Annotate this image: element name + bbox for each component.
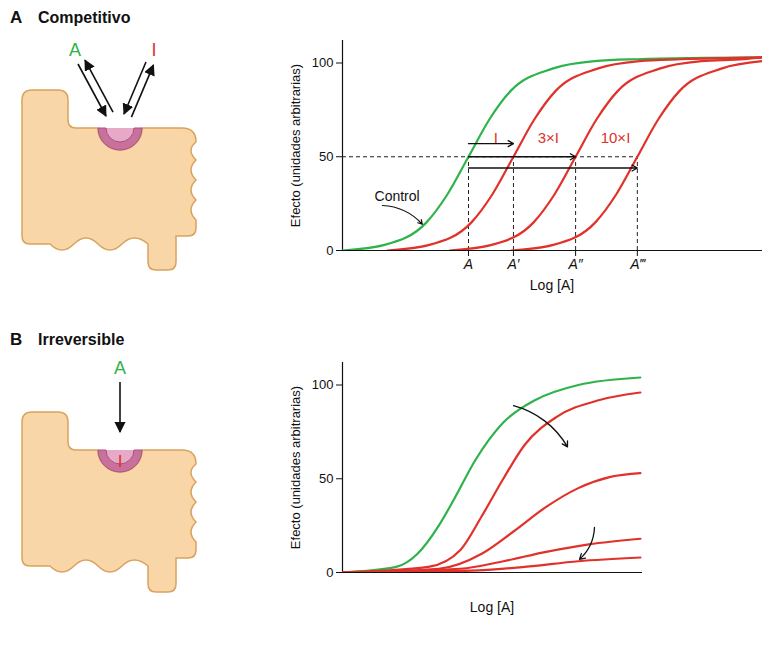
svg-text:A″: A″	[567, 256, 583, 272]
svg-text:0: 0	[326, 243, 333, 258]
svg-text:A: A	[463, 256, 473, 272]
svg-text:100: 100	[312, 377, 334, 392]
svg-text:Control: Control	[375, 188, 420, 204]
svg-text:A: A	[69, 40, 81, 60]
svg-text:50: 50	[319, 471, 333, 486]
svg-text:A: A	[114, 358, 126, 378]
svg-text:10×I: 10×I	[601, 129, 631, 146]
html-text:Competitivo: Competitivo	[38, 9, 131, 26]
svg-text:3×I: 3×I	[538, 129, 559, 146]
svg-text:Efecto (unidades arbitrarias): Efecto (unidades arbitrarias)	[288, 64, 303, 227]
svg-text:100: 100	[312, 55, 334, 70]
html-text:Log [A]: Log [A]	[529, 277, 575, 293]
svg-text:I: I	[151, 40, 156, 60]
svg-text:A′: A′	[506, 256, 520, 272]
html-text:Log [A]: Log [A]	[469, 599, 515, 615]
svg-text:I: I	[118, 452, 123, 471]
svg-text:Efecto (unidades arbitrarias): Efecto (unidades arbitrarias)	[288, 386, 303, 549]
svg-text:I: I	[494, 129, 498, 146]
svg-text:0: 0	[326, 565, 333, 580]
html-text:B: B	[10, 330, 23, 349]
html-text:A: A	[10, 8, 23, 27]
html-text:Irreversible: Irreversible	[38, 331, 125, 348]
svg-text:50: 50	[319, 149, 333, 164]
svg-text:A‴: A‴	[629, 256, 646, 272]
